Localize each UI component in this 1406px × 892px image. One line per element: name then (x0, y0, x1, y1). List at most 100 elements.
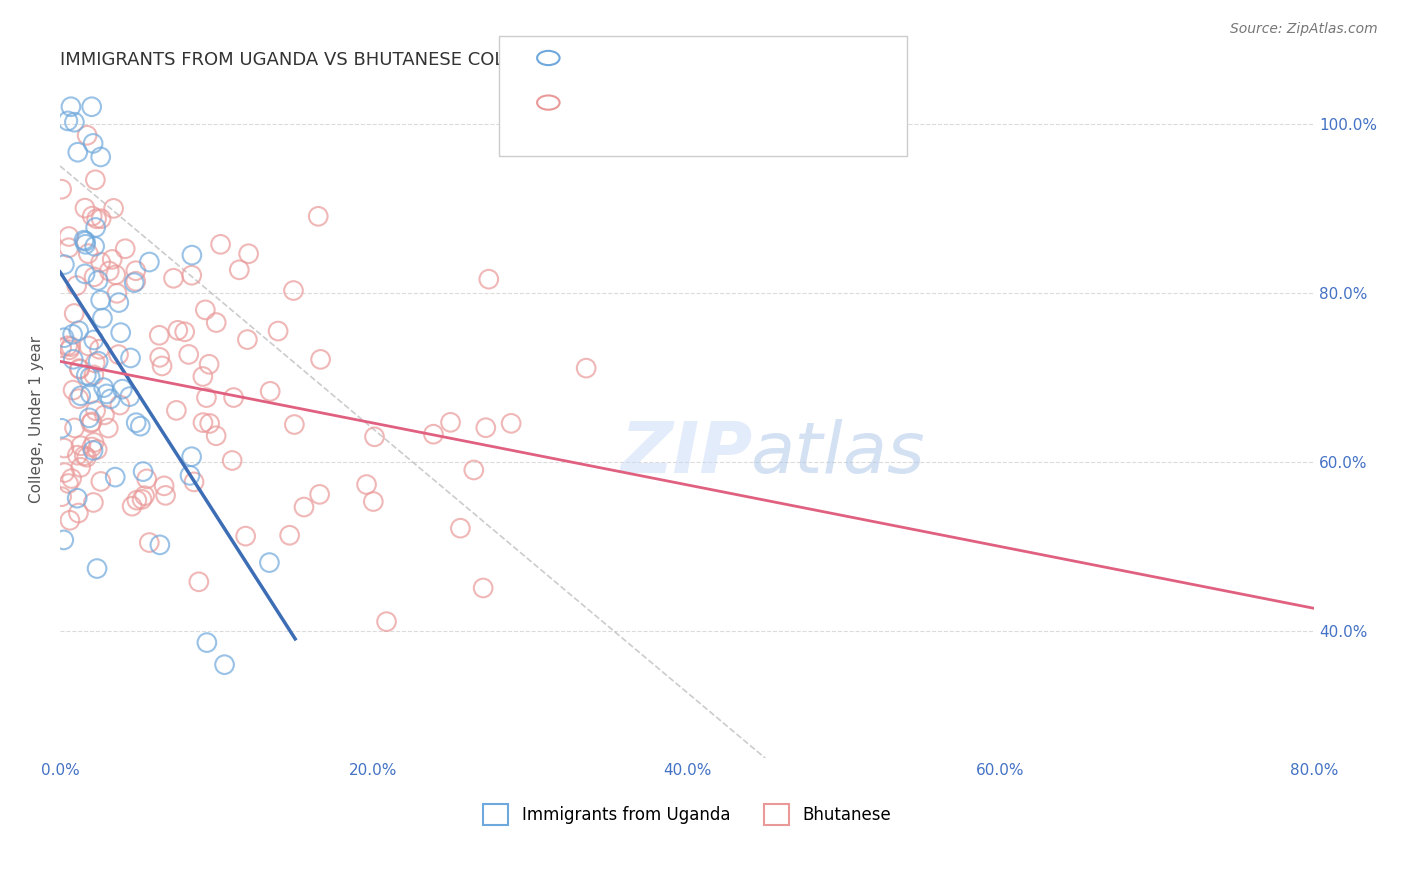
Point (86, 211, 108, 226)
Point (59, 100, 82, 114)
Point (90, 211, 112, 226)
Point (198, 417, 221, 431)
Point (96, 387, 118, 401)
Point (90, 150, 112, 164)
Point (198, 357, 221, 371)
Point (79, 370, 101, 384)
Point (166, 323, 188, 337)
Point (83, 368, 105, 382)
Point (259, 556, 281, 570)
Point (82, 495, 104, 509)
Point (73, 233, 96, 247)
Point (463, 463, 485, 477)
Point (59, 513, 82, 527)
Point (122, 276, 145, 290)
Point (422, 427, 444, 442)
Point (205, 316, 228, 330)
Text: IMMIGRANTS FROM UGANDA VS BHUTANESE COLLEGE, UNDER 1 YEAR CORRELATION CHART: IMMIGRANTS FROM UGANDA VS BHUTANESE COLL… (60, 51, 897, 69)
Point (221, 453, 243, 467)
Point (63, 306, 86, 320)
Point (205, 429, 228, 443)
Point (107, 295, 129, 310)
Point (501, 417, 523, 431)
Point (79, 387, 101, 401)
Point (86, 561, 108, 575)
Point (105, 286, 128, 301)
Point (283, 417, 305, 432)
Point (75, 237, 97, 252)
Point (52, 533, 75, 547)
Point (51, 421, 73, 435)
Point (475, 420, 498, 434)
Point (108, 398, 131, 412)
Point (259, 384, 281, 399)
Point (278, 528, 301, 542)
Point (73, 449, 96, 463)
Point (308, 487, 330, 501)
Point (58, 343, 80, 357)
Text: Source: ZipAtlas.com: Source: ZipAtlas.com (1230, 22, 1378, 37)
Point (66, 491, 89, 506)
Point (58, 229, 80, 244)
Point (238, 246, 260, 260)
Point (138, 255, 160, 269)
Point (222, 391, 245, 405)
Point (114, 242, 136, 256)
Point (107, 348, 129, 362)
Point (292, 500, 315, 514)
Point (70, 439, 93, 453)
Point (150, 359, 173, 373)
Text: R = -0.269   N = 54: R = -0.269 N = 54 (576, 49, 740, 67)
Point (195, 391, 218, 405)
Point (162, 271, 184, 285)
Point (62, 383, 84, 397)
Point (209, 237, 232, 252)
Point (183, 475, 205, 489)
Point (125, 263, 148, 277)
Point (93, 408, 115, 422)
Legend: Immigrants from Uganda, Bhutanese: Immigrants from Uganda, Bhutanese (477, 797, 897, 831)
Point (132, 465, 155, 479)
Point (97, 421, 120, 435)
Point (67, 361, 90, 376)
Point (62, 327, 84, 342)
Point (80, 415, 103, 429)
Point (59, 340, 82, 354)
Point (73, 267, 96, 281)
Point (111, 382, 134, 396)
Point (179, 468, 201, 483)
Point (118, 390, 141, 404)
Point (51, 341, 73, 355)
Point (82, 209, 104, 223)
Point (173, 325, 195, 339)
Point (62, 352, 84, 367)
Point (86, 442, 108, 457)
Point (80, 416, 103, 430)
Point (53, 466, 76, 480)
Point (76, 450, 98, 465)
Point (449, 521, 471, 535)
Point (69, 362, 91, 376)
Point (155, 488, 177, 502)
Point (87, 354, 110, 368)
Point (148, 328, 170, 343)
Point (82, 443, 104, 458)
Point (103, 202, 125, 216)
Point (83, 269, 105, 284)
Point (191, 416, 214, 430)
Point (84, 173, 107, 187)
Point (149, 351, 172, 365)
Point (80, 440, 103, 454)
Point (75, 234, 97, 248)
Point (120, 351, 142, 365)
Point (60, 471, 83, 485)
Point (69, 389, 91, 403)
Point (90, 475, 112, 489)
Text: atlas: atlas (751, 419, 925, 488)
Point (165, 403, 187, 417)
Point (53, 331, 76, 345)
Point (110, 326, 132, 340)
Point (356, 477, 378, 491)
Point (67, 324, 90, 338)
Point (214, 657, 236, 672)
